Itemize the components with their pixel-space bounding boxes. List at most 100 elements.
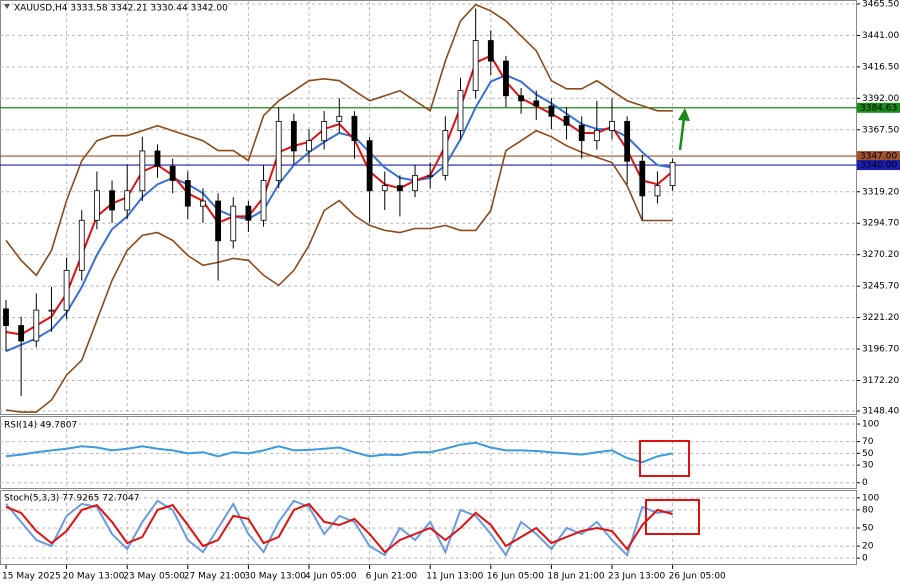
candle-body xyxy=(230,205,237,242)
y-tick-label: 50 xyxy=(862,449,874,459)
candle-body xyxy=(139,150,146,192)
candle-body xyxy=(427,174,434,177)
y-tick-label: 3245.70 xyxy=(862,282,899,292)
candle-body xyxy=(593,130,600,142)
y-tick-label: 100 xyxy=(862,493,879,503)
candle-body xyxy=(78,219,85,271)
title-icon xyxy=(4,4,10,9)
x-tick-label: 18 Jun 21:00 xyxy=(547,572,604,582)
candle-body xyxy=(200,200,206,207)
candle-body xyxy=(245,205,252,221)
candle-body xyxy=(578,124,585,142)
indicator-line xyxy=(5,502,673,554)
x-tick-label: 23 May 05:00 xyxy=(123,572,185,582)
arrow xyxy=(678,117,686,151)
candle-body xyxy=(472,40,479,92)
y-tick-label: 30 xyxy=(862,461,874,471)
x-tick-label: 30 May 13:00 xyxy=(244,572,306,582)
candle-body xyxy=(533,100,540,107)
candle-body xyxy=(18,325,25,342)
price-level-tag xyxy=(857,160,900,171)
candle-body xyxy=(124,190,131,211)
y-tick-label: 3270.20 xyxy=(862,250,899,260)
y-tick-label: 3416.50 xyxy=(862,62,899,72)
candle-body xyxy=(457,90,464,131)
price-level-label: 3384.63 xyxy=(860,103,897,113)
x-tick-label: 6 Jun 21:00 xyxy=(366,572,418,582)
main-panel xyxy=(0,0,857,415)
y-tick-label: 3465.50 xyxy=(862,0,899,9)
candle-body xyxy=(624,121,631,162)
rsi-panel xyxy=(0,416,857,489)
indicator-line xyxy=(5,74,673,353)
candle-body xyxy=(260,180,267,221)
y-tick-label: 80 xyxy=(862,505,874,515)
candle-body xyxy=(109,190,115,211)
y-tick-label: 3392.00 xyxy=(862,94,899,104)
x-tick-label: 26 Jun 05:00 xyxy=(669,572,726,582)
candle-body xyxy=(609,121,615,131)
y-tick-label: 3172.20 xyxy=(862,376,899,386)
x-tick-label: 20 May 13:00 xyxy=(63,572,125,582)
candle-body xyxy=(503,60,509,97)
y-tick-label: 0 xyxy=(862,478,868,488)
candle-body xyxy=(3,308,9,326)
candle-body xyxy=(639,160,646,197)
y-tick-label: 3148.40 xyxy=(862,407,899,417)
candle-body xyxy=(63,269,70,311)
indicator-line xyxy=(5,3,673,277)
candle-body xyxy=(275,121,282,181)
y-tick-label: 3196.70 xyxy=(862,345,899,355)
x-tick-label: 23 Jun 13:00 xyxy=(608,572,665,582)
y-tick-label: 70 xyxy=(862,437,874,447)
x-tick-label: 4 Jun 05:00 xyxy=(305,572,357,582)
y-tick-label: 100 xyxy=(862,420,879,430)
y-tick-label: 3294.70 xyxy=(862,219,899,229)
indicator-line xyxy=(5,441,673,464)
candle-body xyxy=(215,200,222,242)
candle-body xyxy=(412,174,418,192)
candle-body xyxy=(654,185,661,197)
price-level-tag xyxy=(857,151,900,162)
candle-body xyxy=(442,130,449,176)
y-tick-label: 50 xyxy=(862,523,874,533)
price-level-tag xyxy=(857,102,900,113)
candle-body xyxy=(518,95,524,102)
y-tick-label: 0 xyxy=(862,554,868,564)
arrow-head xyxy=(678,108,690,121)
x-tick-label: 16 Jun 05:00 xyxy=(487,572,544,582)
candle-body xyxy=(669,162,676,187)
x-tick-label: 11 Jun 13:00 xyxy=(426,572,483,582)
candle-body xyxy=(169,165,176,181)
candle-body xyxy=(487,40,494,62)
y-tick-label: 3319.20 xyxy=(862,187,899,197)
candle-body xyxy=(548,105,555,117)
y-tick-label: 3221.20 xyxy=(862,313,899,323)
candle-body xyxy=(48,309,55,312)
rsi-title: RSI(14) 49.7807 xyxy=(4,421,77,431)
candle-body xyxy=(184,180,191,207)
candle-body xyxy=(351,115,358,142)
y-tick-label: 20 xyxy=(862,542,874,552)
candle-body xyxy=(563,115,570,126)
y-tick-label: 3367.50 xyxy=(862,125,899,135)
candle-body xyxy=(94,190,100,221)
candle-body xyxy=(33,309,40,342)
chart-title: XAUUSD,H4 3333.58 3342.21 3330.44 3342.0… xyxy=(14,4,228,14)
candle-body xyxy=(154,150,161,167)
highlight-box xyxy=(645,499,700,535)
indicator-line xyxy=(5,129,673,413)
y-tick-label: 3441.00 xyxy=(862,31,899,41)
candle-body xyxy=(366,140,373,192)
candle-body xyxy=(396,185,403,192)
stoch-title: Stoch(5,3,3) 77.9265 72.7047 xyxy=(4,494,139,504)
candle-body xyxy=(336,115,343,122)
candle-body xyxy=(306,140,312,152)
price-level-label: 3347.00 xyxy=(860,152,897,162)
x-tick-label: 15 May 2025 xyxy=(2,572,61,582)
x-tick-label: 27 May 21:00 xyxy=(184,572,246,582)
highlight-box xyxy=(639,440,690,477)
indicator-line xyxy=(5,499,673,558)
